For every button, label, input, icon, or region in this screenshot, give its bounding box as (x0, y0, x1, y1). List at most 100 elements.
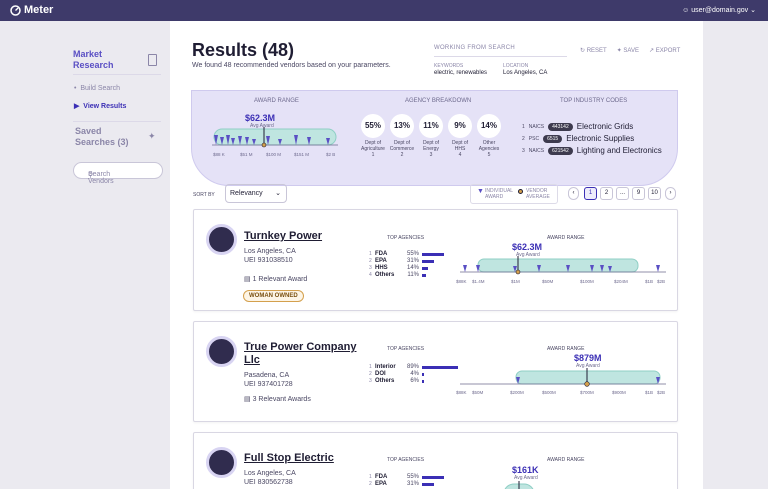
agency-bar (422, 266, 428, 270)
header-actions: ↻ RESET ✦ SAVE ↗ EXPORT (580, 47, 680, 54)
document-search-icon (148, 54, 157, 66)
vendor-awards[interactable]: ▤ 1 Relevant Award (244, 276, 308, 283)
industry-codes-label: TOP INDUSTRY CODES (560, 98, 628, 104)
agency-pct: 11% (419, 114, 443, 138)
vendor-name[interactable]: Turnkey Power (244, 230, 323, 242)
sidebar-item-view-results[interactable]: ▶ View Results (74, 103, 127, 110)
document-icon: ▤ (244, 396, 251, 403)
agency-name: Dept of Agriculture 1 (361, 140, 385, 158)
page-button[interactable]: 1 (584, 187, 597, 200)
agency-name: Dept of Energy 3 (422, 140, 440, 158)
industry-row: 3 NAICS 621542 Lighting and Electronics (522, 146, 662, 155)
chart-legend: ▼ INDIVIDUAL AWARD VENDOR AVERAGE (470, 184, 558, 204)
agency-breakdown-label: AGENCY BREAKDOWN (405, 98, 472, 104)
building-icon (206, 447, 237, 478)
divider (434, 56, 567, 57)
award-range-chart (212, 127, 338, 148)
award-avg-label: Avg Award (250, 123, 274, 129)
tick-label: $51 M (240, 152, 253, 157)
divider (73, 121, 161, 122)
building-icon (206, 224, 237, 255)
vendor-card[interactable]: Full Stop Electric Los Angeles, CA UEI 8… (193, 432, 678, 489)
sidebar-title[interactable]: Market Research (73, 49, 114, 70)
agency-row: 1 FDA 55% (369, 251, 444, 257)
prev-page-button[interactable]: ‹ (568, 187, 579, 200)
page-ellipsis: ... (616, 187, 629, 200)
tick-label: $2B (657, 279, 666, 284)
triangle-icon: ▼ (477, 188, 484, 195)
next-page-button[interactable]: › (665, 187, 676, 200)
agency-row: 1 Interior 89% (369, 364, 458, 370)
tick-label: $50M (472, 390, 484, 395)
agency-pct: 13% (390, 114, 414, 138)
vendor-city: Los Angeles, CA (244, 248, 296, 255)
tick-label: $1B (645, 390, 654, 395)
tick-label: $1B (645, 279, 654, 284)
woman-owned-badge: WOMAN OWNED (243, 290, 304, 302)
vendor-awards[interactable]: ▤ 3 Relevant Awards (244, 396, 311, 403)
industry-code: 6515 (543, 134, 563, 143)
agency-pct: 14% (477, 114, 501, 138)
tick-label: $1M (511, 279, 520, 284)
agency-bar (422, 365, 458, 369)
building-icon (206, 336, 237, 367)
agency-bar (422, 372, 424, 376)
tick-label: $2 B (326, 152, 336, 157)
agency-bar (422, 475, 444, 479)
export-button[interactable]: ↗ EXPORT (648, 48, 681, 54)
industry-row: 2 PSC 6515 Electronic Supplies (522, 134, 635, 143)
agency-bar (422, 273, 426, 277)
saved-searches[interactable]: Saved Searches (3) (75, 126, 129, 147)
page-button[interactable]: 2 (600, 187, 613, 200)
tick-label: $88K (456, 279, 467, 284)
top-agencies-label: TOP AGENCIES (387, 235, 425, 241)
industry-code: 621542 (548, 146, 573, 155)
bullet-icon: • (74, 85, 81, 92)
agency-row: 2 EPA 31% (369, 481, 434, 487)
vendor-search-input[interactable]: ⚲ Search Vendors (73, 162, 163, 185)
page-button[interactable]: 10 (648, 187, 661, 200)
agency-name: Dept of HHS 4 (451, 140, 469, 158)
main-content: Results (48) We found 48 recommended ven… (170, 21, 703, 489)
tick-label: $2B (657, 390, 666, 395)
chevron-right-icon: › (669, 190, 672, 196)
vendor-card[interactable]: Turnkey Power Los Angeles, CA UEI 931038… (193, 209, 678, 311)
agency-pct: 55% (361, 114, 385, 138)
agency-name: Dept of Commerce 2 (389, 140, 415, 158)
award-value: $62.3M (245, 113, 276, 123)
agency-row: 1 FDA 55% (369, 474, 444, 480)
vendor-uei: UEI 937401728 (244, 381, 293, 388)
award-range-chart (460, 256, 666, 275)
vendor-uei: UEI 931038510 (244, 257, 293, 264)
award-avg-label: Avg Award (514, 475, 538, 481)
save-button[interactable]: ✦ SAVE (616, 48, 639, 54)
sidebar-item-build-search[interactable]: • Build Search (74, 85, 121, 92)
vendor-name[interactable]: Full Stop Electric (244, 452, 334, 464)
user-menu[interactable]: ☺ user@domain.gov ⌄ (682, 6, 756, 14)
app-logo[interactable]: Meter (10, 4, 53, 16)
tick-label: $1.4M (472, 279, 485, 284)
vendor-name[interactable]: True Power Company Llc (244, 341, 357, 366)
award-range-chart (504, 481, 534, 489)
award-avg-label: Avg Award (516, 252, 540, 258)
reset-button[interactable]: ↻ RESET (580, 48, 607, 54)
tick-label: $88K (456, 390, 467, 395)
vendor-city: Los Angeles, CA (244, 470, 296, 477)
pin-icon[interactable]: ✦ (148, 131, 156, 141)
agency-bar (422, 482, 434, 486)
page-button[interactable]: 9 (632, 187, 645, 200)
keywords-value: electric, renewables (434, 70, 488, 76)
award-avg-label: Avg Award (576, 363, 600, 369)
award-range-label: AWARD RANGE (547, 235, 585, 241)
tick-label: $204M (614, 279, 628, 284)
share-icon: ↗ (648, 48, 655, 54)
top-bar: Meter ☺ user@domain.gov ⌄ (0, 0, 768, 21)
vendor-card[interactable]: True Power Company Llc Pasadena, CA UEI 9… (193, 321, 678, 422)
tick-label: $700M (580, 390, 594, 395)
vendor-uei: UEI 830562738 (244, 479, 293, 486)
sort-select[interactable]: Relevancy ⌄ (225, 184, 287, 203)
chevron-down-icon: ⌄ (275, 190, 281, 197)
meter-logo-icon (10, 4, 21, 16)
award-value: $879M (574, 353, 602, 363)
agency-row: 4 Others 11% (369, 272, 426, 278)
